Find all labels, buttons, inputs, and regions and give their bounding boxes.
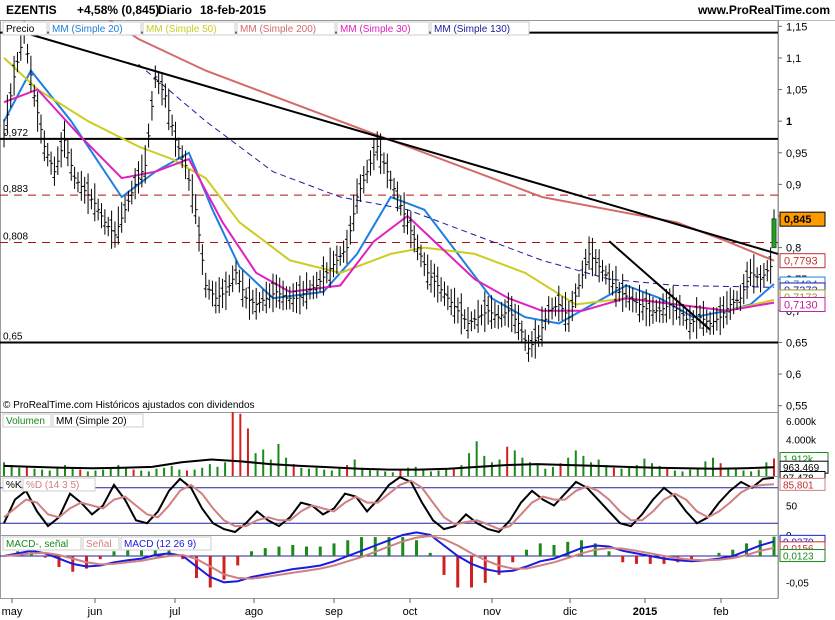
legend-item: MM (Simple 130) bbox=[434, 24, 510, 35]
macd-line bbox=[3, 531, 775, 584]
x-tick-label: ago bbox=[245, 606, 263, 618]
ma-line bbox=[3, 88, 775, 312]
ticker-symbol[interactable]: EZENTIS bbox=[6, 3, 57, 17]
x-tick-label: jul bbox=[168, 606, 180, 618]
chart-footer: © ProRealTime.com Históricos ajustados c… bbox=[3, 400, 255, 411]
macd-tick-label: -0,05 bbox=[786, 578, 809, 589]
volume-legend-item: MM (Simple 20) bbox=[56, 416, 127, 427]
chart-date: 18-feb-2015 bbox=[200, 3, 267, 17]
chart-area[interactable]: 1,151,11,0510,950,90,850,80,750,70,650,6… bbox=[0, 20, 835, 620]
main-panel[interactable] bbox=[0, 20, 779, 413]
stoch-legend-item: %K bbox=[6, 480, 22, 491]
stoch-legend-box[interactable] bbox=[2, 477, 22, 492]
legend-box[interactable] bbox=[430, 21, 530, 36]
volume-ma-line bbox=[3, 458, 775, 471]
x-tick-label: nov bbox=[483, 606, 501, 618]
value-badge-text: 0,7793 bbox=[784, 256, 818, 268]
stoch-badge bbox=[779, 477, 826, 491]
trend-line bbox=[23, 31, 779, 255]
volume-legend-box[interactable] bbox=[52, 413, 144, 428]
macd-line bbox=[3, 534, 775, 580]
x-tick-label: sep bbox=[325, 606, 343, 618]
macd-badge-text: 0,0123 bbox=[783, 552, 814, 563]
macd-legend-item: MACD-, señal bbox=[6, 539, 68, 550]
y-tick-label: 0,95 bbox=[786, 148, 807, 160]
y-tick-label: 1,05 bbox=[786, 85, 807, 97]
macd-badge bbox=[779, 549, 826, 563]
stoch-badge-text: 85,801 bbox=[783, 480, 814, 491]
stoch-line bbox=[3, 476, 775, 534]
period-selector[interactable]: Diario bbox=[158, 3, 193, 17]
level-label: 0,808 bbox=[3, 232, 28, 243]
stoch-legend-box[interactable] bbox=[22, 477, 96, 492]
ma-line bbox=[3, 57, 775, 312]
macd-legend-box[interactable] bbox=[82, 536, 120, 551]
legend-box[interactable] bbox=[236, 21, 336, 36]
volume-tick-label: 6.000k bbox=[786, 417, 817, 428]
x-tick-label: dic bbox=[563, 606, 578, 618]
x-tick-label: jun bbox=[87, 606, 103, 618]
legend-item: MM (Simple 200) bbox=[240, 24, 316, 35]
y-tick-label: 1,15 bbox=[786, 21, 807, 33]
level-label: 0,883 bbox=[3, 184, 28, 195]
legend-item: MM (Simple 20) bbox=[52, 24, 123, 35]
y-tick-label: 1 bbox=[786, 116, 792, 128]
stoch-tick-label: 50 bbox=[786, 502, 798, 513]
ma-line bbox=[138, 63, 775, 288]
site-link[interactable]: www.ProRealTime.com bbox=[697, 3, 830, 17]
x-tick-label: oct bbox=[403, 606, 418, 618]
macd-legend-item: Señal bbox=[86, 539, 112, 550]
macd-legend-item: MACD (12 26 9) bbox=[124, 539, 196, 550]
stoch-legend-item: %D (14 3 5) bbox=[26, 480, 79, 491]
macd-legend-box[interactable] bbox=[2, 536, 82, 551]
y-tick-label: 0,8 bbox=[786, 243, 801, 255]
legend-item: Precio bbox=[6, 24, 35, 35]
volume-tick-label: 4.000k bbox=[786, 435, 817, 446]
last-bar bbox=[771, 218, 777, 249]
legend-box[interactable] bbox=[2, 21, 48, 36]
level-label: 0,972 bbox=[3, 128, 28, 139]
value-badge bbox=[779, 253, 826, 269]
macd-legend-box[interactable] bbox=[120, 536, 212, 551]
value-badge bbox=[779, 211, 826, 227]
stoch-line bbox=[3, 479, 775, 531]
y-tick-label: 0,6 bbox=[786, 369, 801, 381]
volume-badge-text: 963.469 bbox=[783, 463, 820, 474]
legend-box[interactable] bbox=[142, 21, 236, 36]
legend-item: MM (Simple 30) bbox=[340, 24, 411, 35]
y-tick-label: 0,65 bbox=[786, 337, 807, 349]
volume-legend-box[interactable] bbox=[2, 413, 52, 428]
ma-line bbox=[3, 68, 775, 325]
value-badge bbox=[779, 297, 826, 313]
y-tick-label: 1,1 bbox=[786, 53, 801, 65]
legend-item: MM (Simple 50) bbox=[146, 24, 217, 35]
trend-line-short bbox=[608, 240, 711, 331]
legend-box[interactable] bbox=[48, 21, 142, 36]
price-change: +4,58% (0,845) bbox=[77, 3, 160, 17]
value-badge-text: 0,7130 bbox=[784, 300, 818, 312]
volume-badge-text: 1.912k bbox=[783, 455, 814, 466]
ma-line bbox=[107, 20, 775, 262]
x-tick-label: may bbox=[2, 606, 23, 618]
chart-header: EZENTIS +4,58% (0,845) Diario 18-feb-201… bbox=[0, 0, 835, 21]
y-tick-label: 0,9 bbox=[786, 179, 801, 191]
y-tick-label: 0,55 bbox=[786, 401, 807, 413]
level-label: 0,65 bbox=[3, 331, 23, 342]
x-tick-label: 2015 bbox=[633, 606, 657, 618]
x-tick-label: feb bbox=[713, 606, 728, 618]
volume-legend-item: Volumen bbox=[6, 416, 45, 427]
legend-box[interactable] bbox=[336, 21, 430, 36]
value-badge-text: 0,845 bbox=[784, 214, 812, 226]
